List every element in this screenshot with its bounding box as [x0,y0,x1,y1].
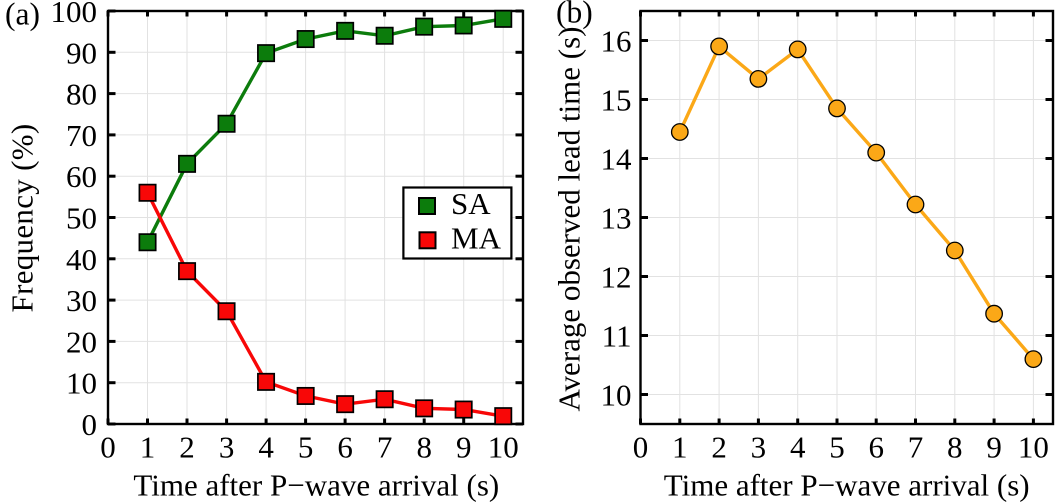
svg-text:1: 1 [140,430,156,465]
svg-text:13: 13 [601,201,632,236]
svg-text:60: 60 [66,159,97,194]
svg-text:8: 8 [416,430,432,465]
svg-text:10: 10 [601,378,632,413]
svg-text:7: 7 [377,430,393,465]
svg-text:14: 14 [601,142,633,177]
svg-text:6: 6 [868,430,884,465]
svg-text:(a): (a) [5,0,40,32]
svg-text:2: 2 [179,430,195,465]
svg-text:30: 30 [66,283,97,318]
svg-text:0: 0 [82,407,98,442]
svg-text:12: 12 [601,260,632,295]
svg-text:16: 16 [601,24,632,59]
svg-text:40: 40 [66,242,97,277]
svg-text:2: 2 [711,430,727,465]
svg-text:Time after P−wave arrival (s): Time after P−wave arrival (s) [133,468,499,503]
svg-text:10: 10 [66,366,97,401]
svg-text:10: 10 [1018,430,1049,465]
svg-text:3: 3 [751,430,767,465]
svg-text:20: 20 [66,324,97,359]
svg-text:Average observed lead time (s): Average observed lead time (s) [552,26,587,411]
svg-text:Time after P−wave arrival (s): Time after P−wave arrival (s) [664,468,1030,503]
svg-text:9: 9 [456,430,472,465]
svg-text:4: 4 [790,430,806,465]
svg-text:6: 6 [337,430,353,465]
svg-text:(b): (b) [556,0,593,30]
svg-text:7: 7 [908,430,924,465]
svg-text:5: 5 [829,430,845,465]
svg-text:8: 8 [947,430,963,465]
svg-text:MA: MA [451,220,502,255]
svg-text:SA: SA [451,186,491,221]
svg-text:100: 100 [51,0,98,29]
svg-text:90: 90 [66,35,97,70]
svg-text:1: 1 [672,430,688,465]
svg-text:Frequency (%): Frequency (%) [5,124,40,313]
svg-text:80: 80 [66,77,97,112]
svg-text:10: 10 [488,430,519,465]
svg-text:9: 9 [986,430,1002,465]
svg-text:15: 15 [601,83,632,118]
svg-text:4: 4 [258,430,274,465]
svg-text:5: 5 [298,430,314,465]
svg-text:3: 3 [219,430,235,465]
svg-text:0: 0 [633,430,649,465]
svg-text:11: 11 [602,319,632,354]
svg-text:50: 50 [66,201,97,236]
svg-text:70: 70 [66,118,97,153]
svg-text:0: 0 [100,430,116,465]
